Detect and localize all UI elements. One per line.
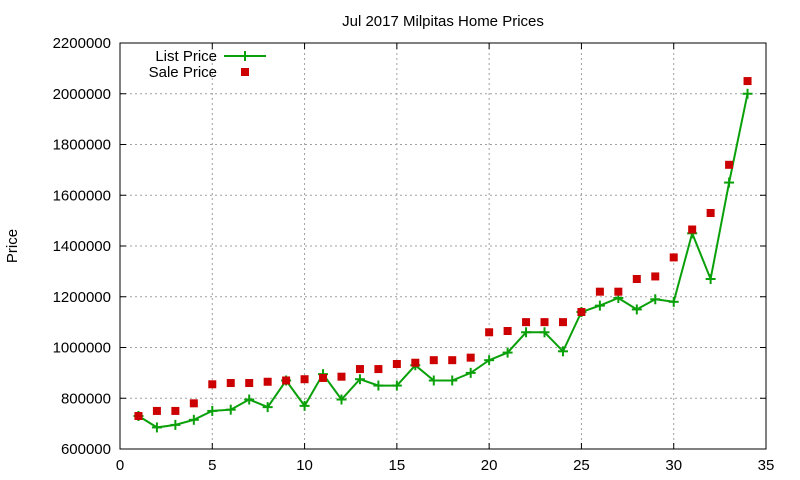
- sale-price-point: [337, 372, 346, 381]
- list-price-point: [336, 394, 347, 405]
- list-price-point: [724, 177, 735, 188]
- list-price-point: [373, 380, 384, 391]
- sale-price-point: [355, 365, 364, 374]
- sale-price-point: [448, 356, 457, 365]
- list-price-point: [262, 402, 273, 413]
- sale-price-point: [522, 318, 531, 327]
- y-tick-label: 1800000: [53, 137, 111, 154]
- axis-ticks: 0 5 10 15 20 25 30 35 600000 800000 1000000 1200000…: [53, 35, 775, 474]
- y-tick-label: 600000: [61, 441, 111, 458]
- sale-price-point: [429, 356, 438, 365]
- list-price-point: [631, 304, 642, 315]
- sale-price-point: [688, 225, 697, 234]
- x-tick-label: 10: [296, 457, 313, 474]
- y-tick-label: 1000000: [53, 340, 111, 357]
- list-price-point: [170, 419, 181, 430]
- sale-price-point: [319, 373, 328, 382]
- list-price-point: [521, 327, 532, 338]
- sale-price-point: [189, 399, 198, 408]
- list-price-point: [650, 294, 661, 305]
- sale-price-point: [300, 375, 309, 384]
- x-tick-label: 5: [208, 457, 216, 474]
- y-tick-label: 2200000: [53, 35, 111, 52]
- list-price-point: [447, 375, 458, 386]
- x-tick-label: 15: [389, 457, 406, 474]
- sale-price-point: [171, 406, 180, 415]
- sale-price-point: [595, 287, 604, 296]
- sale-price-point: [245, 379, 254, 388]
- sale-price-point: [614, 287, 623, 296]
- list-price-point: [188, 414, 199, 425]
- list-price-point: [244, 394, 255, 405]
- sale-price-point: [152, 406, 161, 415]
- list-price-point: [207, 405, 218, 416]
- sale-price-point: [725, 160, 734, 169]
- list-price-point: [539, 327, 550, 338]
- series-1: [134, 77, 752, 421]
- sale-price-point: [669, 253, 678, 262]
- x-tick-label: 35: [758, 457, 775, 474]
- list-price-point: [354, 374, 365, 385]
- x-tick-label: 20: [481, 457, 498, 474]
- legend-square-swatch: [241, 68, 249, 76]
- x-tick-label: 30: [665, 457, 682, 474]
- legend-label: List Price: [155, 48, 217, 65]
- sale-price-point: [540, 318, 549, 327]
- sale-price-point: [134, 412, 143, 421]
- sale-price-point: [743, 77, 752, 86]
- sale-price-point: [226, 379, 235, 388]
- list-price-point: [594, 300, 605, 311]
- sale-price-point: [485, 328, 494, 337]
- y-tick-label: 1600000: [53, 187, 111, 204]
- grid: [120, 43, 766, 449]
- x-tick-label: 25: [573, 457, 590, 474]
- x-tick-label: 0: [116, 457, 124, 474]
- list-price-point: [742, 88, 753, 99]
- list-price-point: [705, 273, 716, 284]
- sale-price-point: [503, 327, 512, 336]
- sale-price-point: [263, 377, 272, 386]
- list-price-point: [428, 375, 439, 386]
- list-price-point: [484, 355, 495, 366]
- list-price-point: [668, 296, 679, 307]
- sale-price-point: [392, 359, 401, 368]
- sale-price-point: [282, 376, 291, 385]
- sale-price-point: [651, 272, 660, 281]
- y-tick-label: 1400000: [53, 238, 111, 255]
- sale-price-point: [632, 274, 641, 283]
- list-price-point: [502, 347, 513, 358]
- y-tick-label: 2000000: [53, 86, 111, 103]
- y-tick-label: 800000: [61, 390, 111, 407]
- series: [133, 77, 753, 433]
- chart-title: Jul 2017 Milpitas Home Prices: [342, 13, 544, 30]
- list-price-point: [557, 346, 568, 357]
- sale-price-point: [706, 209, 715, 218]
- list-price-point: [391, 380, 402, 391]
- y-tick-label: 1200000: [53, 289, 111, 306]
- series-0: [133, 88, 753, 433]
- legend-plus-swatch: [240, 51, 250, 61]
- sale-price-point: [374, 365, 383, 374]
- list-price-point: [151, 422, 162, 433]
- legend-label: Sale Price: [149, 64, 217, 81]
- list-price-point: [299, 400, 310, 411]
- y-axis-label: Price: [4, 229, 21, 263]
- sale-price-point: [577, 307, 586, 316]
- list-price-point: [465, 367, 476, 378]
- list-price-point: [225, 404, 236, 415]
- sale-price-point: [466, 353, 475, 362]
- list-price-line: [137, 93, 749, 429]
- sale-price-point: [558, 318, 567, 327]
- sale-price-point: [411, 358, 420, 367]
- sale-price-point: [208, 380, 217, 389]
